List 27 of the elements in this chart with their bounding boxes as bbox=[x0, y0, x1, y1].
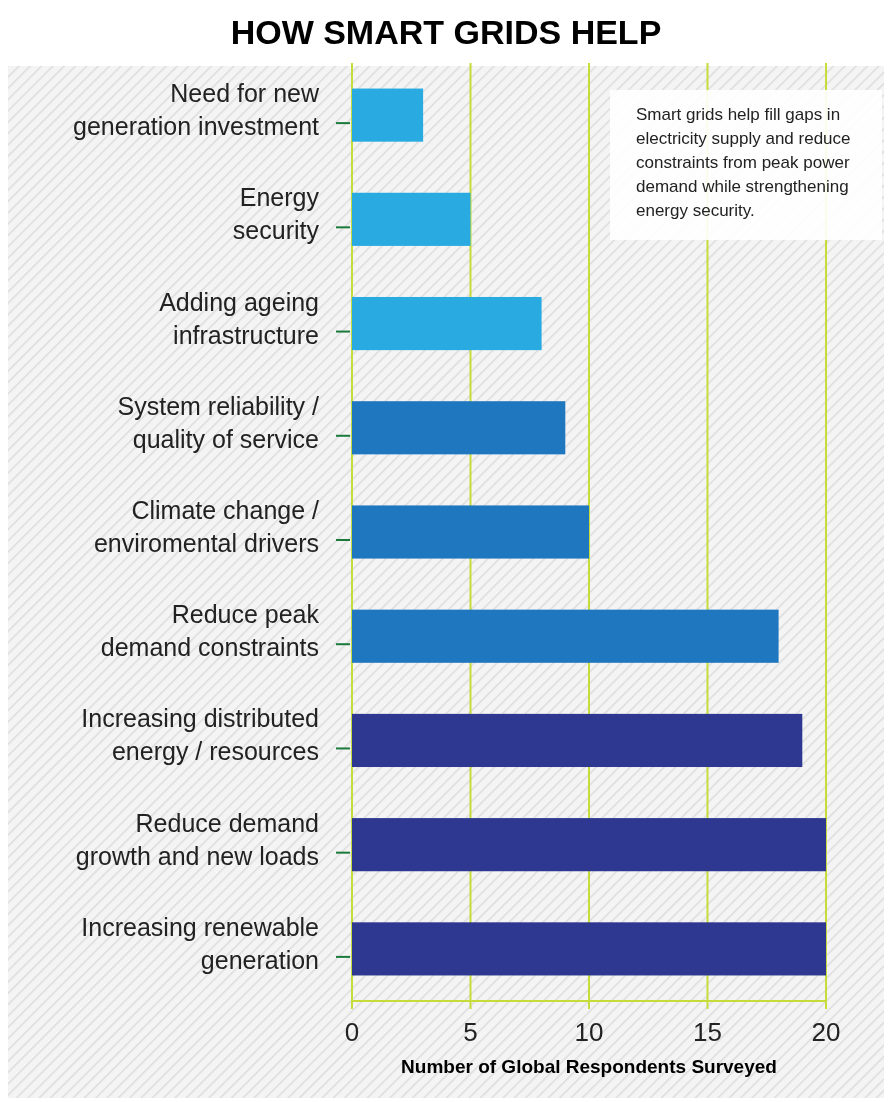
y-tick-label: Adding ageing infrastructure bbox=[159, 287, 319, 349]
bar bbox=[352, 88, 424, 142]
y-tick-label: Increasing renewable generation bbox=[81, 912, 319, 974]
x-tick-label: 15 bbox=[693, 1017, 722, 1047]
x-tick-label: 5 bbox=[463, 1017, 478, 1047]
chart-title: HOW SMART GRIDS HELP bbox=[230, 13, 662, 51]
y-tick-label: Climate change / enviromental drivers bbox=[93, 496, 320, 557]
bar bbox=[352, 609, 779, 663]
y-tick-label: Reduce demand growth and new loads bbox=[75, 808, 319, 870]
x-axis-title: Number of Global Respondents Surveyed bbox=[401, 1056, 777, 1077]
y-tick-label: Increasing distributed energy / resources bbox=[81, 704, 319, 766]
y-tick-label: Need for new generation investment bbox=[73, 79, 320, 141]
annotation: Smart grids help fill gaps in electricity supply and reduce constraints from peak power demand while strengthening energy security. bbox=[636, 105, 851, 220]
note-box: Smart grids help fill gaps in electricity supply and reduce constraints from peak power demand while strengthening energy security. bbox=[610, 90, 882, 240]
bar bbox=[352, 296, 542, 351]
x-tick-label: 0 bbox=[344, 1017, 360, 1047]
bar bbox=[352, 505, 589, 559]
bar bbox=[352, 818, 826, 872]
x-tick-label: 20 bbox=[811, 1017, 841, 1047]
bar bbox=[352, 192, 471, 246]
y-tick-label: System reliability / quality of service bbox=[117, 391, 320, 453]
bar bbox=[352, 713, 803, 768]
y-tick-label: Reduce peak demand constraints bbox=[100, 600, 320, 662]
x-tick-label: 10 bbox=[574, 1017, 604, 1047]
y-tick-label: Energy security bbox=[232, 183, 320, 245]
bar bbox=[352, 922, 826, 976]
bar bbox=[352, 401, 566, 455]
